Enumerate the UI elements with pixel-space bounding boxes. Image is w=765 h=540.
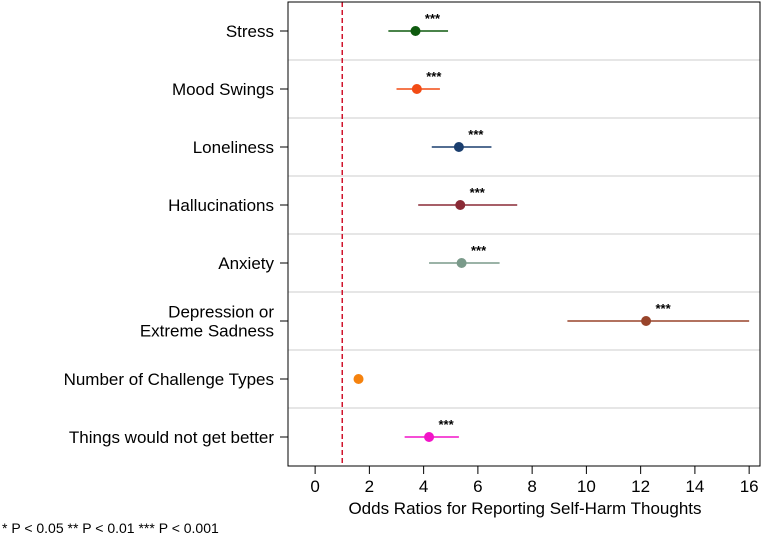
odds-ratio-point xyxy=(453,142,464,152)
significance-stars: *** xyxy=(425,11,441,26)
x-tick-label: 16 xyxy=(740,477,759,496)
x-tick-label: 0 xyxy=(310,477,319,496)
row-label: Stress xyxy=(226,22,274,41)
odds-ratio-point xyxy=(456,258,467,268)
odds-ratio-point xyxy=(455,200,466,210)
row-bands xyxy=(288,2,760,466)
row-label: Hallucinations xyxy=(168,196,274,215)
significance-stars: *** xyxy=(471,243,487,258)
significance-stars: *** xyxy=(468,127,484,142)
data-rows: *** *** *** *** *** *** *** xyxy=(353,11,750,442)
x-tick-label: 8 xyxy=(527,477,536,496)
x-axis: 0 2 4 6 8 10 12 14 16 xyxy=(310,466,759,496)
odds-ratio-point xyxy=(424,432,435,442)
x-tick-label: 14 xyxy=(685,477,704,496)
row-label: Things would not get better xyxy=(69,428,274,447)
significance-footnote: * P < 0.05 ** P < 0.01 *** P < 0.001 xyxy=(2,520,219,536)
x-axis-label: Odds Ratios for Reporting Self-Harm Thou… xyxy=(348,499,701,518)
odds-ratio-point xyxy=(410,26,421,36)
odds-ratio-point xyxy=(641,316,652,326)
significance-stars: *** xyxy=(655,301,671,316)
row-label: Anxiety xyxy=(218,254,274,273)
odds-ratio-point xyxy=(353,374,364,384)
significance-stars: *** xyxy=(438,417,454,432)
significance-stars: *** xyxy=(426,69,442,84)
row-label: Extreme Sadness xyxy=(140,322,274,341)
row-label: Number of Challenge Types xyxy=(64,370,274,389)
odds-ratio-point xyxy=(411,84,422,94)
x-tick-label: 12 xyxy=(631,477,650,496)
x-tick-label: 4 xyxy=(419,477,428,496)
row-label: Depression or xyxy=(168,303,274,322)
row-label: Mood Swings xyxy=(172,80,274,99)
x-tick-label: 2 xyxy=(365,477,374,496)
x-tick-label: 10 xyxy=(577,477,596,496)
x-tick-label: 6 xyxy=(473,477,482,496)
row-label: Loneliness xyxy=(193,138,274,157)
plot-frame xyxy=(287,1,761,467)
significance-stars: *** xyxy=(470,185,486,200)
y-axis: Stress Mood Swings Loneliness Hallucination… xyxy=(64,22,288,447)
